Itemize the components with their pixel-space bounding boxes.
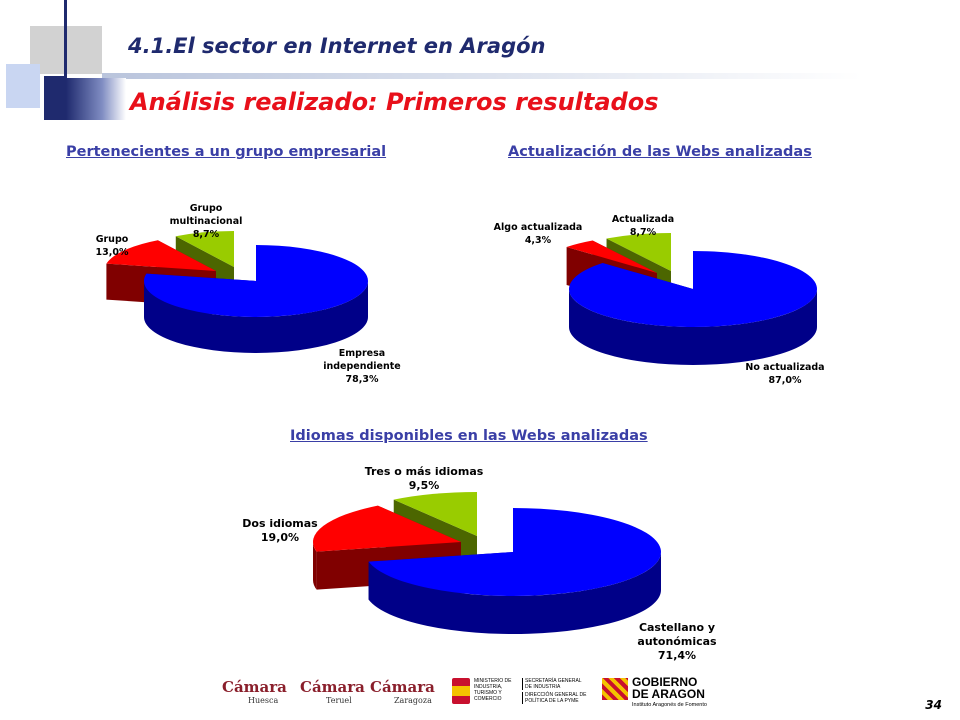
chart2-label-main-name: No actualizada bbox=[745, 362, 824, 373]
chart2-label-main-pct: 87,0% bbox=[769, 375, 802, 386]
page-title: Análisis realizado: Primeros resultados bbox=[130, 88, 659, 116]
chart3-label-main-name1: Castellano y bbox=[639, 621, 715, 634]
chart2-label-third-name: Actualizada bbox=[612, 214, 674, 225]
chart1-label-second-name: Grupo bbox=[96, 234, 129, 245]
chart3-label-third-name: Tres o más idiomas bbox=[365, 465, 484, 478]
chart3-slice-2-top bbox=[393, 492, 477, 536]
chart3-label-second-pct: 19,0% bbox=[261, 531, 299, 544]
chart1-pie-slices bbox=[106, 231, 369, 353]
ministerio-logo-secretaria: SECRETARÍA GENERAL DE INDUSTRIA bbox=[522, 678, 589, 690]
header-deco-gradient-line bbox=[102, 73, 862, 79]
ministerio-logo-direccion: DIRECCIÓN GENERAL DE POLÍTICA DE LA PYME bbox=[522, 692, 589, 704]
chart3-label-main-name2: autonómicas bbox=[637, 635, 717, 648]
gobierno-aragon-logo-instituto: Instituto Aragonés de Fomento bbox=[632, 702, 707, 708]
section-title: 4.1.El sector en Internet en Aragón bbox=[128, 34, 546, 58]
ministerio-logo: MINISTERIO DE INDUSTRIA, TURISMO Y COMER… bbox=[452, 676, 589, 710]
camara-teruel-logo: Cámara Teruel bbox=[300, 678, 365, 705]
chart2-slice-2-top bbox=[606, 233, 671, 271]
chart3-slice-0-side bbox=[368, 552, 661, 634]
chart1-label-third-pct: 8,7% bbox=[193, 229, 220, 240]
gobierno-aragon-logo-line2: DE ARAGON bbox=[632, 687, 705, 701]
ministerio-logo-shield-icon bbox=[452, 678, 470, 704]
chart2-label-second-name: Algo actualizada bbox=[494, 222, 583, 233]
chart1-slice-2-top bbox=[175, 231, 234, 267]
gobierno-aragon-logo-line1: GOBIERNO bbox=[632, 675, 698, 689]
chart2-slice-1-top bbox=[566, 240, 657, 273]
header-deco-gradient-block bbox=[66, 78, 126, 120]
header-deco-dark-bar bbox=[44, 76, 66, 120]
chart1-label-main-pct: 78,3% bbox=[346, 374, 379, 385]
chart1-label-main-name2: independiente bbox=[323, 361, 401, 372]
chart3-label-third-pct: 9,5% bbox=[409, 479, 440, 492]
camara-teruel-logo-city: Teruel bbox=[326, 696, 352, 705]
chart2-label-third-pct: 8,7% bbox=[630, 227, 657, 238]
ministerio-logo-name: MINISTERIO DE INDUSTRIA, TURISMO Y COMER… bbox=[474, 678, 512, 702]
camara-huesca-logo-wordmark: Cámara bbox=[222, 678, 287, 696]
camara-zaragoza-logo-wordmark: Cámara bbox=[370, 678, 435, 696]
chart3-pie-slices bbox=[313, 492, 661, 634]
camara-huesca-logo-city: Huesca bbox=[248, 696, 279, 705]
chart2-pie-slices bbox=[566, 233, 817, 365]
chart3-label-second-name: Dos idiomas bbox=[242, 517, 318, 530]
chart3-slice-1-side bbox=[313, 542, 317, 590]
chart1-label-third-name2: multinacional bbox=[170, 216, 243, 227]
header-deco-vertical-line bbox=[64, 0, 67, 120]
header-deco-light-block bbox=[6, 64, 40, 108]
page-number: 34 bbox=[925, 698, 942, 712]
chart1-title: Pertenecientes a un grupo empresarial bbox=[66, 144, 387, 160]
chart1-label-main-name1: Empresa bbox=[339, 348, 385, 359]
chart3-slice-1-top bbox=[313, 505, 461, 552]
chart3-slice-0-top bbox=[368, 508, 661, 596]
chart3-label-main-pct: 71,4% bbox=[658, 649, 696, 662]
chart2-title: Actualización de las Webs analizadas bbox=[508, 144, 812, 160]
chart2-label-second-pct: 4,3% bbox=[525, 235, 552, 246]
chart1-slice-1-top bbox=[106, 240, 216, 271]
chart3-title: Idiomas disponibles en las Webs analizad… bbox=[290, 428, 648, 444]
gobierno-aragon-flag-icon bbox=[602, 678, 628, 700]
camara-teruel-logo-wordmark: Cámara bbox=[300, 678, 365, 696]
chart1-slice-0-top bbox=[144, 245, 369, 318]
camara-zaragoza-logo: Cámara Zaragoza bbox=[370, 678, 435, 705]
gobierno-aragon-logo: GOBIERNO DE ARAGON Instituto Aragonés de… bbox=[602, 676, 712, 712]
camara-zaragoza-logo-city: Zaragoza bbox=[394, 696, 432, 705]
chart2-slice-0-top bbox=[569, 251, 817, 328]
chart1-label-second-pct: 13,0% bbox=[96, 247, 129, 258]
camara-huesca-logo: Cámara Huesca bbox=[222, 678, 287, 705]
chart1-label-third-name1: Grupo bbox=[190, 203, 223, 214]
